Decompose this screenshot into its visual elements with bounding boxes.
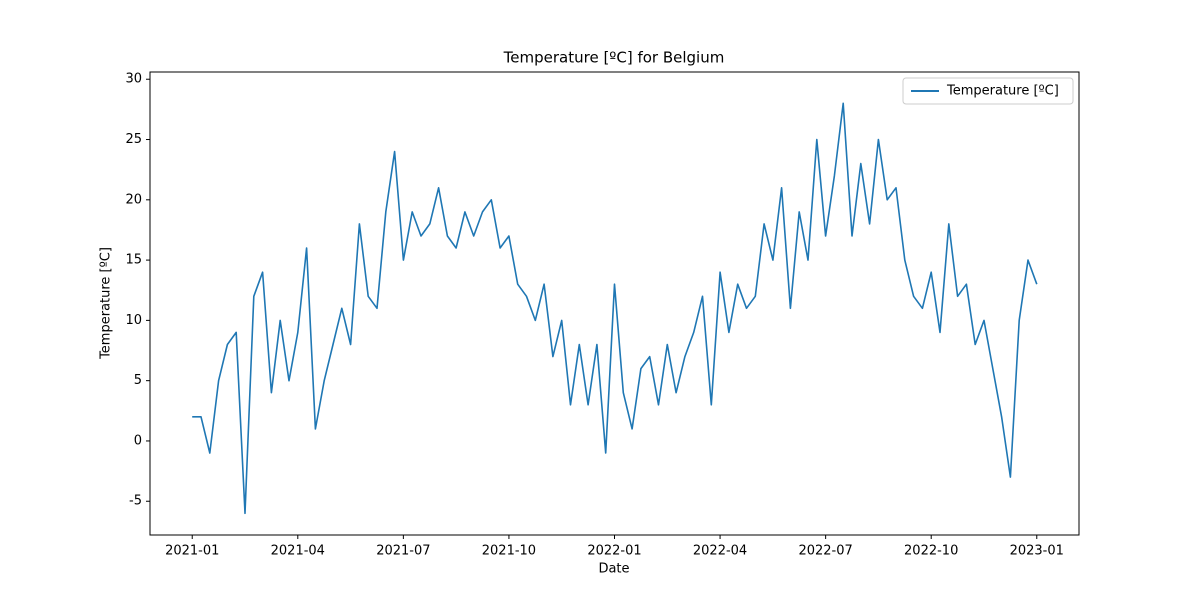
x-tick-label: 2021-07 bbox=[376, 544, 430, 559]
x-tick-label: 2021-10 bbox=[482, 544, 536, 559]
x-axis-label: Date bbox=[598, 562, 629, 577]
x-tick-label: 2021-01 bbox=[165, 544, 219, 559]
x-tick-label: 2022-04 bbox=[693, 544, 747, 559]
y-tick-label: 15 bbox=[125, 253, 142, 268]
y-tick-label: -5 bbox=[129, 494, 142, 509]
y-tick-label: 30 bbox=[125, 72, 142, 87]
x-tick-label: 2022-10 bbox=[904, 544, 958, 559]
plot-frame bbox=[149, 71, 1080, 536]
y-tick-label: 5 bbox=[134, 373, 142, 388]
legend-label: Temperature [ºC] bbox=[946, 84, 1059, 99]
y-tick-label: 20 bbox=[125, 192, 142, 207]
legend-box bbox=[902, 77, 1074, 105]
y-axis-label: Temperature [ºC] bbox=[99, 247, 114, 360]
x-tick-label: 2021-04 bbox=[271, 544, 325, 559]
x-tick-label: 2022-07 bbox=[798, 544, 852, 559]
series-line bbox=[192, 102, 1038, 515]
chart-title: Temperature [ºC] for Belgium bbox=[503, 49, 725, 67]
x-tick-label: 2022-01 bbox=[587, 544, 641, 559]
y-tick-label: 0 bbox=[134, 433, 142, 448]
y-tick-label: 10 bbox=[125, 313, 142, 328]
x-tick-label: 2023-01 bbox=[1010, 544, 1064, 559]
y-tick-label: 25 bbox=[125, 132, 142, 147]
